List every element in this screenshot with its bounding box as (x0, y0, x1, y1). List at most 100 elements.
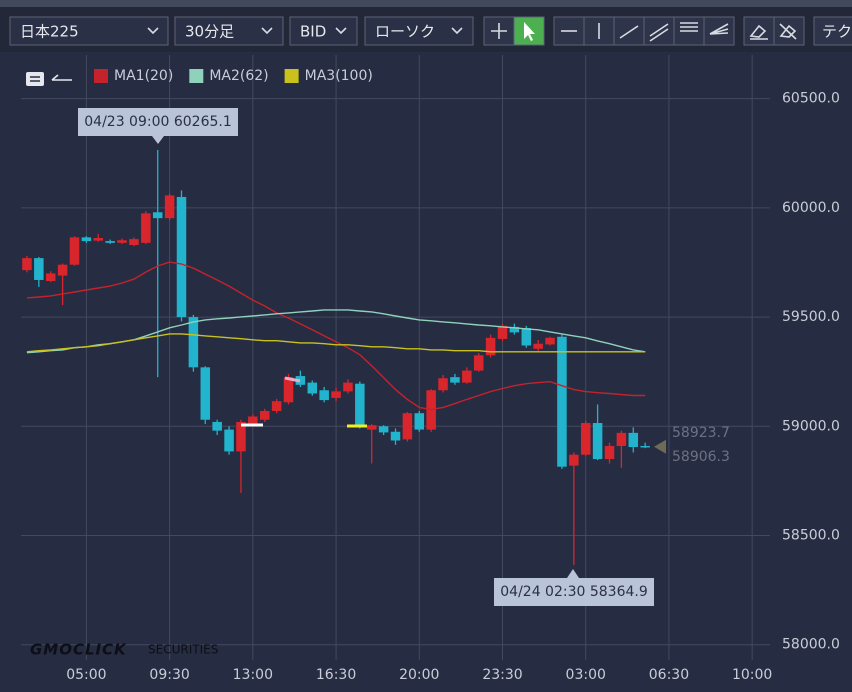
candle-body (105, 241, 115, 243)
top-strip (0, 0, 852, 7)
x-tick-label: 03:00 (566, 667, 606, 683)
annotation-high: 04/23 09:00 60265.1 (78, 108, 238, 144)
x-tick-label: 23:30 (482, 667, 522, 683)
candle-body (366, 425, 377, 430)
icon (749, 24, 768, 40)
candle-body (212, 421, 222, 431)
candle-body (188, 317, 199, 368)
candle-body (331, 391, 341, 398)
candle-body (259, 411, 270, 420)
candle-body (438, 378, 448, 391)
chevron (451, 27, 463, 35)
price-label: 58923.7 (672, 425, 730, 441)
annotation-text: 04/24 02:30 58364.9 (500, 584, 648, 600)
y-tick-label: 60000.0 (782, 200, 840, 216)
chevron (335, 27, 347, 35)
y-tick-label: 60500.0 (782, 91, 840, 107)
icon (491, 23, 507, 39)
plot: 58000.0 58500.0 59000.0 59500.0 60000.0 60500… (21, 55, 840, 683)
candle-body (283, 377, 294, 403)
candle-body (69, 237, 80, 265)
legend-label: MA2(62) (209, 68, 268, 84)
candle-body (580, 423, 591, 455)
icon (619, 25, 639, 39)
interval-select[interactable]: 30分足 (174, 16, 284, 46)
channel-button[interactable] (643, 16, 675, 46)
technical-button[interactable] (813, 16, 852, 46)
candle-body (224, 429, 234, 452)
legend-swatch (94, 69, 108, 83)
candle-body (628, 432, 639, 448)
dropdown-text: BID (300, 23, 326, 41)
candle-body (640, 445, 650, 448)
dropdown-text: 30分足 (185, 23, 234, 41)
trendline-button[interactable] (613, 16, 645, 46)
candle-body (414, 413, 425, 430)
chevron (261, 27, 273, 35)
candle-body (152, 212, 163, 219)
icon (709, 23, 729, 35)
collapse-icon[interactable] (51, 74, 72, 81)
candle-body (557, 336, 567, 467)
candle-body (164, 195, 175, 219)
chevron (147, 27, 159, 35)
candle-body (402, 413, 413, 440)
legend-label: MA3(100) (305, 68, 373, 84)
y-tick-label: 59500.0 (782, 309, 840, 325)
annotation-pointer (567, 569, 579, 578)
candle-body (521, 328, 532, 346)
candle-body (390, 431, 401, 441)
candle-body (545, 337, 555, 345)
candle-body (141, 213, 151, 243)
candle-body (236, 421, 246, 452)
annotation-box (494, 578, 654, 606)
x-tick-label: 10:00 (732, 667, 772, 683)
candle-body (569, 454, 579, 466)
candle-body (319, 390, 329, 401)
symbol-select[interactable]: 日本225 (9, 16, 169, 46)
icon (779, 23, 797, 40)
watermark: GMOCLICK (30, 641, 127, 659)
x-tick-label: 09:30 (149, 667, 189, 683)
candle-body (93, 238, 104, 241)
x-tick-label: 20:00 (399, 667, 439, 683)
icon (649, 23, 669, 42)
candle-body (176, 196, 187, 318)
candle-body (533, 343, 543, 349)
candle-body (343, 382, 353, 392)
ma-line (26, 261, 646, 411)
candle-body (57, 264, 68, 276)
chart-type-select[interactable]: ローソク (364, 16, 474, 46)
button-text: テク (822, 23, 852, 41)
candle-body (485, 337, 496, 356)
y-tick-label: 58500.0 (782, 528, 840, 544)
ma-line (26, 333, 646, 353)
annotation-text: 04/23 09:00 60265.1 (84, 114, 232, 130)
candle-body (248, 416, 258, 425)
x-tick-label: 16:30 (316, 667, 356, 683)
candle-body (378, 426, 389, 433)
legend-label: MA1(20) (114, 68, 173, 84)
y-tick-label: 58000.0 (782, 637, 840, 653)
candle-body (129, 239, 139, 246)
candle-body (295, 376, 306, 385)
price-marker (654, 439, 666, 454)
legend-swatch (284, 69, 299, 83)
dropdown-text: 日本225 (20, 23, 79, 41)
candle-body (81, 237, 92, 242)
eraser-button[interactable] (743, 16, 775, 46)
annotation-box (78, 108, 238, 136)
comment-icon[interactable] (26, 72, 44, 86)
annotation-low: 04/24 02:30 58364.9 (494, 569, 654, 606)
candle-body (34, 258, 44, 280)
dropdown[interactable] (9, 16, 169, 46)
candle-body (355, 383, 365, 427)
candle-body (462, 370, 472, 383)
drawing-mark (284, 376, 301, 383)
side-select[interactable]: BID (289, 16, 358, 46)
dropdown[interactable] (289, 16, 358, 46)
erase-all-button[interactable] (773, 16, 805, 46)
candle-body (604, 445, 615, 460)
